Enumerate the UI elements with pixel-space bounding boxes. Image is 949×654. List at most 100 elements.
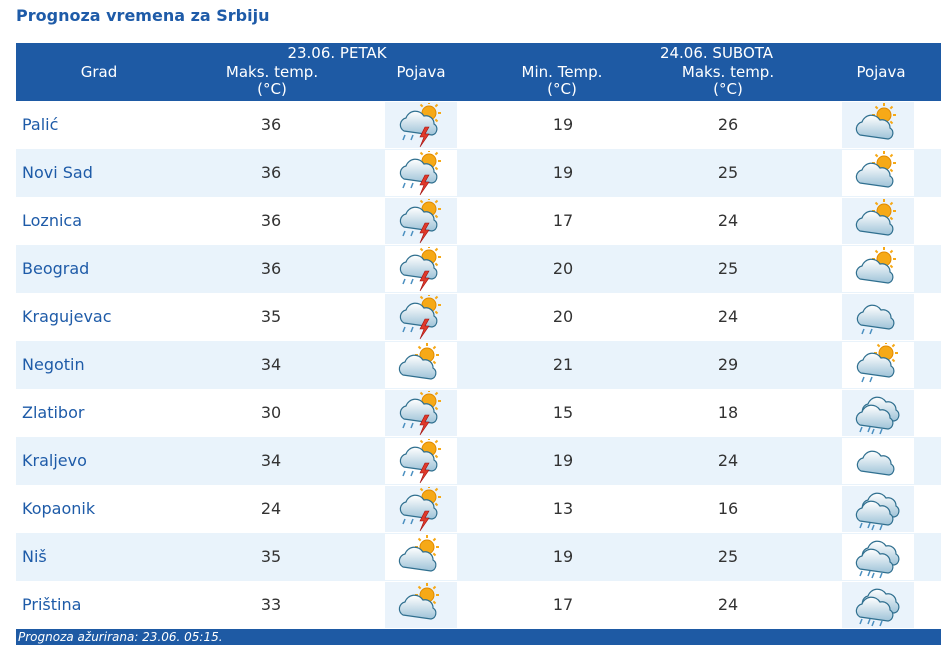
city-name: Negotin: [22, 355, 85, 374]
thunderstorm-icon: [399, 103, 441, 148]
thunderstorm-icon: [399, 295, 441, 340]
day2-max-temp: 24: [717, 211, 739, 230]
day1-max-temp: 34: [260, 451, 282, 470]
table-row: Kraljevo 34 19 24: [16, 437, 941, 485]
day2-min-temp: 20: [552, 259, 574, 278]
thunderstorm-icon: [399, 487, 441, 532]
day2-weather-cell: [842, 486, 914, 532]
light-rain-icon: [856, 304, 895, 335]
city-name: Kragujevac: [22, 307, 112, 326]
day1-max-temp: 36: [260, 115, 282, 134]
day2-max-temp: 25: [717, 547, 739, 566]
city-name: Kopaonik: [22, 499, 96, 518]
day1-weather-cell: [385, 486, 457, 532]
partly-cloudy-icon: [855, 247, 896, 284]
cloudy-icon: [856, 450, 895, 476]
sun-cloud-rain-icon: [856, 343, 898, 383]
table-row: Beograd 36 20 25: [16, 245, 941, 293]
day2-weather-cell: [842, 390, 914, 436]
thunderstorm-icon: [399, 151, 441, 196]
day1-max-temp: 33: [260, 595, 282, 614]
table-row: Novi Sad 36 19 25: [16, 149, 941, 197]
table-row: Zlatibor 30 15 18: [16, 389, 941, 437]
day2-min-temp: 19: [552, 451, 574, 470]
day2-weather-cell: [842, 582, 914, 628]
rain-showers-icon: [855, 588, 900, 627]
city-name: Kraljevo: [22, 451, 87, 470]
day1-weather-cell: [385, 582, 457, 628]
day1-max-temp: 35: [260, 547, 282, 566]
city-name: Zlatibor: [22, 403, 85, 422]
partly-cloudy-icon: [855, 199, 896, 236]
day2-weather-cell: [842, 438, 914, 484]
forecast-table: Grad 23.06. PETAK Maks. temp. (°C) Pojava…: [16, 43, 941, 629]
day2-max-temp: 29: [717, 355, 739, 374]
rain-showers-icon: [855, 540, 900, 579]
city-name: Priština: [22, 595, 82, 614]
day2-min-temp: 17: [552, 211, 574, 230]
table-header: Grad 23.06. PETAK Maks. temp. (°C) Pojava…: [16, 43, 941, 101]
day2-weather-cell: [842, 534, 914, 580]
day1-weather-cell: [385, 390, 457, 436]
rain-showers-icon: [855, 396, 900, 435]
day2-max-temp: 25: [717, 259, 739, 278]
header-day2-max: Maks. temp. (°C): [681, 63, 775, 98]
header-day2-min: Min. Temp. (°C): [521, 63, 603, 98]
city-name: Loznica: [22, 211, 83, 230]
day1-weather-cell: [385, 102, 457, 148]
partly-cloudy-icon: [855, 103, 896, 140]
partly-cloudy-icon: [398, 583, 439, 620]
day1-weather-cell: [385, 438, 457, 484]
day2-min-temp: 19: [552, 115, 574, 134]
day2-max-temp: 18: [717, 403, 739, 422]
header-day1-icon: Pojava: [396, 63, 446, 81]
city-name: Novi Sad: [22, 163, 93, 182]
table-row: Niš 35 19 25: [16, 533, 941, 581]
day2-max-temp: 25: [717, 163, 739, 182]
day2-min-temp: 19: [552, 547, 574, 566]
header-day2: 24.06. SUBOTA: [659, 44, 774, 62]
partly-cloudy-icon: [398, 343, 439, 380]
thunderstorm-icon: [399, 247, 441, 292]
thunderstorm-icon: [399, 199, 441, 244]
header-day1-max: Maks. temp. (°C): [225, 63, 319, 98]
day1-max-temp: 36: [260, 211, 282, 230]
day2-max-temp: 24: [717, 307, 739, 326]
partly-cloudy-icon: [855, 151, 896, 188]
day2-min-temp: 13: [552, 499, 574, 518]
page-title: Prognoza vremena za Srbiju: [16, 6, 270, 25]
day1-max-temp: 35: [260, 307, 282, 326]
day1-weather-cell: [385, 342, 457, 388]
day2-weather-cell: [842, 246, 914, 292]
day2-min-temp: 15: [552, 403, 574, 422]
day2-max-temp: 16: [717, 499, 739, 518]
table-row: Negotin 34 21 29: [16, 341, 941, 389]
day2-weather-cell: [842, 342, 914, 388]
header-day2-icon: Pojava: [856, 63, 906, 81]
day1-max-temp: 24: [260, 499, 282, 518]
table-row: Loznica 36 17 24: [16, 197, 941, 245]
header-day1: 23.06. PETAK: [287, 44, 387, 62]
day1-weather-cell: [385, 534, 457, 580]
day2-weather-cell: [842, 294, 914, 340]
header-city: Grad: [80, 63, 118, 81]
day2-max-temp: 26: [717, 115, 739, 134]
table-row: Priština 33 17 24: [16, 581, 941, 629]
day2-min-temp: 19: [552, 163, 574, 182]
day2-min-temp: 20: [552, 307, 574, 326]
day1-max-temp: 30: [260, 403, 282, 422]
table-row: Kopaonik 24 13 16: [16, 485, 941, 533]
thunderstorm-icon: [399, 391, 441, 436]
rain-showers-icon: [855, 492, 900, 531]
city-name: Palić: [22, 115, 59, 134]
city-name: Beograd: [22, 259, 90, 278]
table-row: Palić 36 19 26: [16, 101, 941, 149]
day2-max-temp: 24: [717, 451, 739, 470]
day1-weather-cell: [385, 150, 457, 196]
day1-max-temp: 36: [260, 163, 282, 182]
day2-max-temp: 24: [717, 595, 739, 614]
city-name: Niš: [22, 547, 47, 566]
day2-weather-cell: [842, 102, 914, 148]
day2-weather-cell: [842, 150, 914, 196]
day1-weather-cell: [385, 246, 457, 292]
